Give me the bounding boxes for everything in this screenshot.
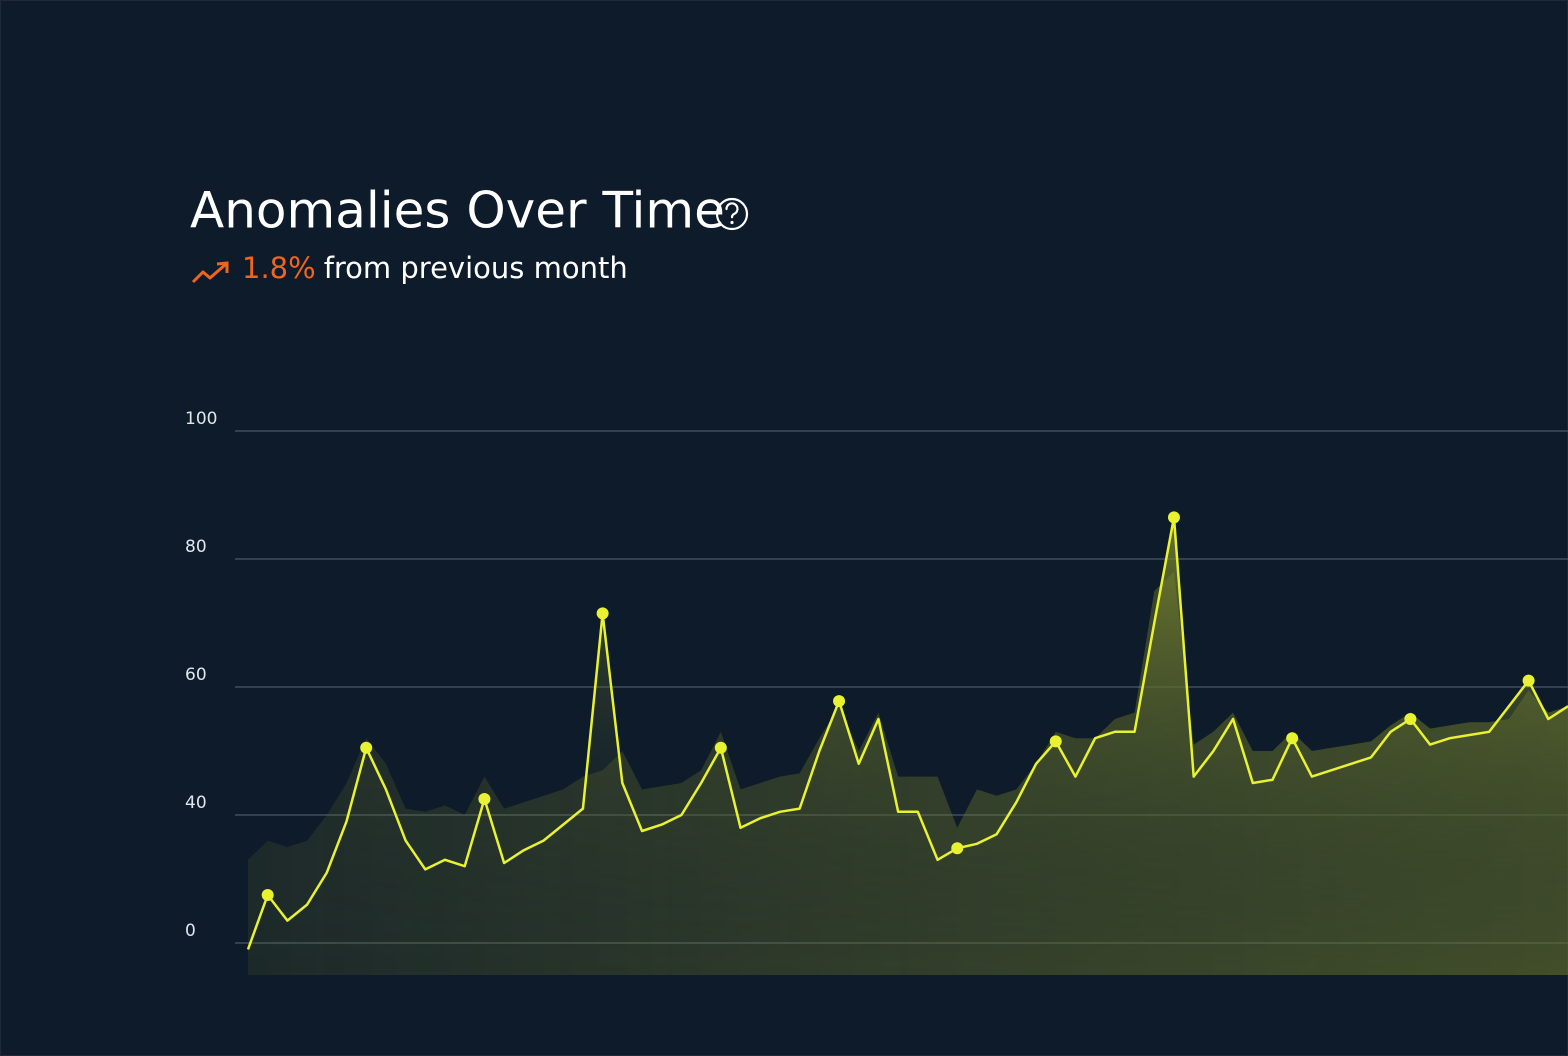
anomaly-marker bbox=[1167, 511, 1180, 524]
y-tick-label: 80 bbox=[185, 537, 207, 557]
y-tick-label: 60 bbox=[185, 665, 207, 685]
anomaly-marker bbox=[1286, 732, 1299, 745]
line bbox=[246, 516, 1568, 950]
subtitle: 1.8% from previous month bbox=[242, 251, 628, 285]
anomaly-marker bbox=[1522, 674, 1535, 687]
anomaly-marker bbox=[951, 842, 964, 855]
anomaly-marker bbox=[833, 695, 846, 708]
anomaly-marker bbox=[478, 793, 491, 805]
line-area bbox=[248, 517, 1568, 975]
anomaly-marker bbox=[360, 741, 373, 754]
y-tick-label: 40 bbox=[185, 793, 207, 813]
anomaly-marker bbox=[596, 607, 609, 620]
anomaly-marker bbox=[1404, 713, 1417, 725]
anomaly-marker bbox=[261, 889, 274, 901]
chart-title: Anomalies Over Time bbox=[190, 182, 725, 240]
anomaly-marker bbox=[714, 741, 727, 754]
anomaly-marker bbox=[1049, 735, 1062, 748]
y-tick-label: 100 bbox=[185, 409, 217, 429]
change-value: 1.8% bbox=[242, 251, 316, 285]
y-tick-label: 0 bbox=[185, 921, 196, 941]
change-text: from previous month bbox=[324, 251, 628, 285]
trend-icon bbox=[191, 261, 229, 284]
help-icon[interactable] bbox=[715, 197, 749, 231]
